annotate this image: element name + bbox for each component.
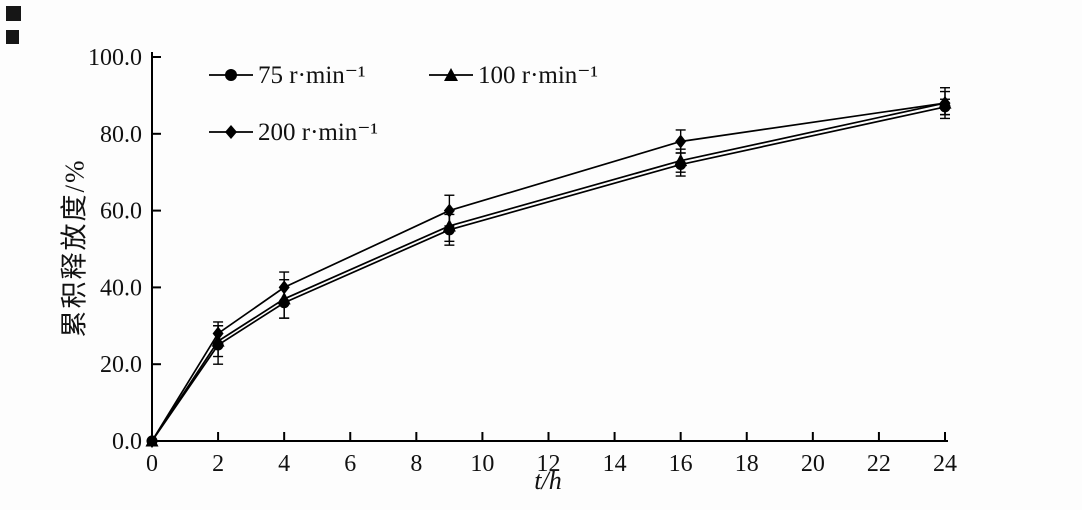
series-line-triangle (151, 102, 946, 442)
scan-artifact (6, 30, 19, 44)
series-line-diamond (151, 102, 946, 442)
x-tick-label: 14 (603, 451, 627, 477)
x-tick-label: 24 (933, 451, 957, 477)
scan-artifact (6, 6, 21, 21)
diamond-marker-icon (209, 125, 253, 139)
legend-item-100: 100 r·min⁻¹ (428, 60, 598, 90)
y-tick-label: 80.0 (100, 122, 142, 148)
marker-diamond (675, 134, 687, 149)
x-tick-label: 0 (146, 451, 158, 477)
x-axis-label: t/h (534, 466, 562, 495)
marker-diamond (939, 96, 951, 111)
y-tick-label: 20.0 (100, 352, 142, 378)
legend-label: 100 r·min⁻¹ (478, 62, 598, 89)
x-tick-label: 10 (470, 451, 494, 477)
x-tick-label: 20 (801, 451, 825, 477)
x-tick-label: 18 (735, 451, 759, 477)
legend-label: 75 r·min⁻¹ (258, 62, 366, 89)
legend-label: 200 r·min⁻¹ (258, 119, 378, 146)
marker-diamond (278, 280, 290, 295)
y-tick-label: 100.0 (88, 45, 142, 71)
x-tick-label: 6 (344, 451, 356, 477)
marker-diamond (146, 434, 158, 448)
y-axis-label: 累积释放度/% (59, 158, 90, 338)
marker-diamond (212, 326, 224, 341)
x-tick-label: 2 (212, 451, 224, 477)
series-line-circle (151, 106, 946, 442)
circle-marker-icon (209, 69, 253, 81)
y-tick-label: 40.0 (100, 275, 142, 301)
marker-triangle (674, 153, 688, 167)
x-tick-label: 4 (278, 451, 290, 477)
x-tick-label: 22 (867, 451, 891, 477)
x-tick-label: 16 (669, 451, 693, 477)
x-tick-label: 12 (537, 451, 561, 477)
y-tick-label: 0.0 (112, 429, 142, 455)
x-tick-label: 8 (410, 451, 422, 477)
legend-item-200: 200 r·min⁻¹ (208, 117, 378, 147)
marker-diamond (443, 203, 455, 218)
legend-item-75: 75 r·min⁻¹ (208, 60, 365, 90)
y-tick-label: 60.0 (100, 199, 142, 225)
triangle-marker-icon (429, 68, 473, 81)
